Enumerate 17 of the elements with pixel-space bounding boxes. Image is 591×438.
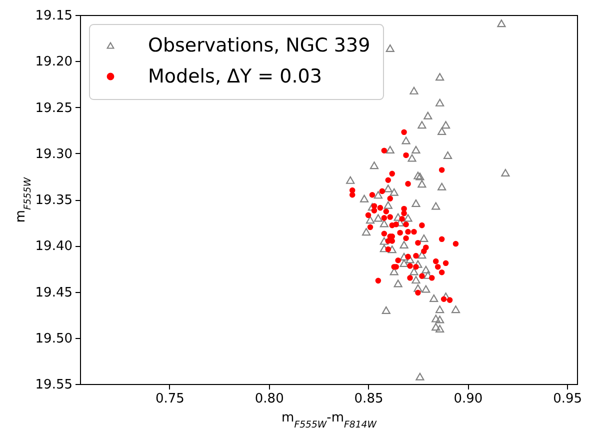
- y-tick-label: 19.40: [35, 239, 72, 254]
- y-tick-label: 19.15: [35, 8, 72, 24]
- y-tick-label: 19.25: [35, 100, 72, 116]
- x-tick-label: 0.75: [155, 392, 184, 406]
- x-tick-label: 0.80: [254, 392, 284, 406]
- y-tick-label: 19.30: [35, 146, 72, 162]
- legend-label: Models, ΔY = 0.03: [148, 66, 322, 88]
- y-tick-label: 19.45: [35, 285, 72, 300]
- x-tick-label: 0.95: [553, 392, 582, 406]
- y-tick-label: 19.35: [35, 193, 72, 208]
- y-tick-label: 19.55: [35, 378, 72, 392]
- x-tick-label: 0.90: [454, 392, 483, 406]
- y-tick-label: 19.50: [35, 331, 72, 346]
- x-axis-title: m$_{F555W}$-m$_{F814W}$: [282, 410, 378, 430]
- legend-label: Observations, NGC 339: [148, 34, 370, 56]
- x-tick-label: 0.85: [354, 392, 384, 406]
- y-tick-label: 19.20: [35, 54, 72, 70]
